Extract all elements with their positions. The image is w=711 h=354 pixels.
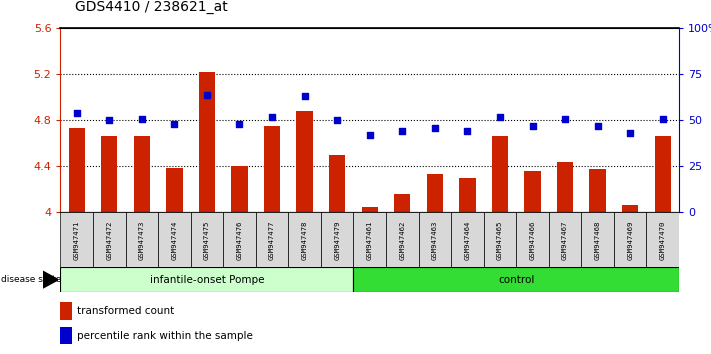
Text: GSM947465: GSM947465 bbox=[497, 220, 503, 259]
Polygon shape bbox=[43, 271, 58, 288]
Point bbox=[331, 118, 343, 123]
Text: GSM947479: GSM947479 bbox=[334, 220, 340, 259]
FancyBboxPatch shape bbox=[256, 212, 289, 267]
Point bbox=[201, 92, 213, 97]
Bar bbox=[60, 327, 72, 344]
Bar bbox=[296, 111, 313, 212]
Bar bbox=[329, 155, 346, 212]
Point bbox=[234, 121, 245, 127]
FancyBboxPatch shape bbox=[516, 212, 549, 267]
FancyBboxPatch shape bbox=[353, 212, 386, 267]
FancyBboxPatch shape bbox=[223, 212, 256, 267]
FancyBboxPatch shape bbox=[419, 212, 451, 267]
Text: GSM947464: GSM947464 bbox=[464, 220, 471, 259]
Point bbox=[657, 116, 668, 121]
Text: GSM947469: GSM947469 bbox=[627, 220, 634, 259]
Bar bbox=[60, 302, 72, 320]
Bar bbox=[557, 162, 573, 212]
Bar bbox=[134, 137, 150, 212]
FancyBboxPatch shape bbox=[126, 212, 158, 267]
FancyBboxPatch shape bbox=[646, 212, 679, 267]
Point bbox=[397, 129, 408, 134]
Text: GSM947466: GSM947466 bbox=[530, 220, 535, 259]
Point bbox=[592, 123, 604, 129]
Text: GSM947471: GSM947471 bbox=[74, 220, 80, 259]
Bar bbox=[101, 137, 117, 212]
Point bbox=[494, 114, 506, 120]
FancyBboxPatch shape bbox=[386, 212, 419, 267]
Text: GSM947472: GSM947472 bbox=[106, 220, 112, 259]
Text: GSM947463: GSM947463 bbox=[432, 220, 438, 259]
Text: disease state: disease state bbox=[1, 275, 62, 284]
FancyBboxPatch shape bbox=[158, 212, 191, 267]
Text: percentile rank within the sample: percentile rank within the sample bbox=[77, 331, 253, 341]
Text: control: control bbox=[498, 275, 535, 285]
FancyBboxPatch shape bbox=[451, 212, 483, 267]
Text: transformed count: transformed count bbox=[77, 306, 175, 316]
Bar bbox=[231, 166, 247, 212]
Text: GSM947462: GSM947462 bbox=[400, 220, 405, 259]
FancyBboxPatch shape bbox=[93, 212, 126, 267]
Bar bbox=[459, 178, 476, 212]
Bar bbox=[655, 137, 671, 212]
Text: GSM947478: GSM947478 bbox=[301, 220, 308, 259]
Text: infantile-onset Pompe: infantile-onset Pompe bbox=[150, 275, 264, 285]
FancyBboxPatch shape bbox=[289, 212, 321, 267]
Text: GSM947477: GSM947477 bbox=[269, 220, 275, 259]
Bar bbox=[589, 169, 606, 212]
FancyBboxPatch shape bbox=[321, 212, 353, 267]
Text: GDS4410 / 238621_at: GDS4410 / 238621_at bbox=[75, 0, 228, 14]
Point bbox=[429, 125, 441, 131]
Bar bbox=[622, 206, 638, 212]
Point bbox=[267, 114, 278, 120]
Text: GSM947476: GSM947476 bbox=[237, 220, 242, 259]
Point bbox=[364, 132, 375, 138]
FancyBboxPatch shape bbox=[614, 212, 646, 267]
FancyBboxPatch shape bbox=[353, 267, 679, 292]
Point bbox=[624, 130, 636, 136]
Text: GSM947470: GSM947470 bbox=[660, 220, 665, 259]
Point bbox=[71, 110, 82, 116]
Text: GSM947461: GSM947461 bbox=[367, 220, 373, 259]
Point bbox=[169, 121, 180, 127]
Point bbox=[299, 93, 310, 99]
Bar bbox=[524, 171, 540, 212]
FancyBboxPatch shape bbox=[191, 212, 223, 267]
Point bbox=[104, 118, 115, 123]
Text: GSM947467: GSM947467 bbox=[562, 220, 568, 259]
FancyBboxPatch shape bbox=[483, 212, 516, 267]
Text: GSM947473: GSM947473 bbox=[139, 220, 145, 259]
Bar bbox=[362, 207, 378, 212]
Bar bbox=[264, 126, 280, 212]
Bar bbox=[492, 137, 508, 212]
Bar bbox=[394, 194, 410, 212]
Bar bbox=[427, 175, 443, 212]
Text: GSM947468: GSM947468 bbox=[594, 220, 601, 259]
Point bbox=[527, 123, 538, 129]
Point bbox=[560, 116, 571, 121]
FancyBboxPatch shape bbox=[549, 212, 582, 267]
FancyBboxPatch shape bbox=[60, 267, 353, 292]
Point bbox=[461, 129, 473, 134]
FancyBboxPatch shape bbox=[582, 212, 614, 267]
FancyBboxPatch shape bbox=[60, 212, 93, 267]
Bar bbox=[199, 72, 215, 212]
Point bbox=[136, 116, 147, 121]
Text: GSM947475: GSM947475 bbox=[204, 220, 210, 259]
Text: GSM947474: GSM947474 bbox=[171, 220, 177, 259]
Bar bbox=[166, 167, 183, 212]
Bar bbox=[68, 129, 85, 212]
